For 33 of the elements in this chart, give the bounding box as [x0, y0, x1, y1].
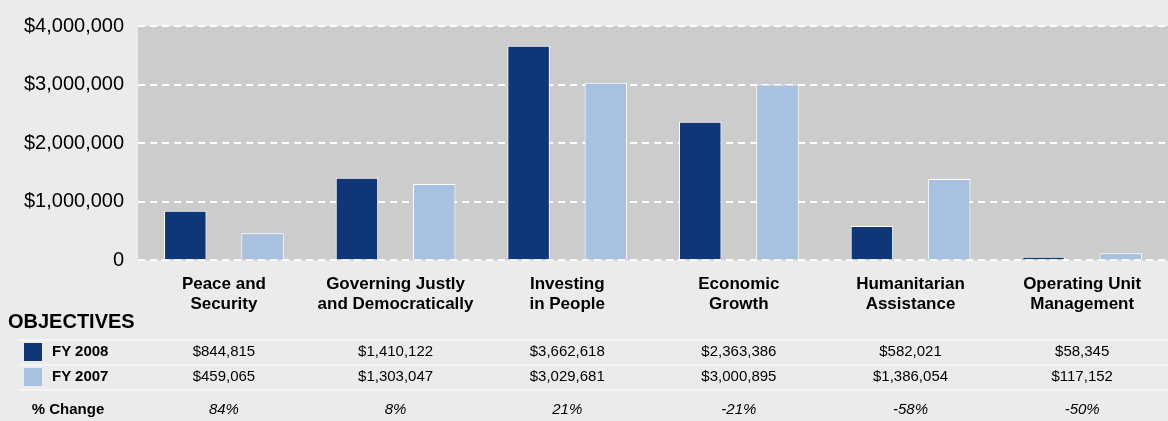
y-tick-label: $2,000,000: [23, 130, 125, 153]
text: 84%: [208, 400, 239, 418]
text: % Change: [31, 400, 105, 418]
y-tick-label: $4,000,000: [23, 13, 125, 36]
data-label: $3,029,681: [529, 367, 605, 385]
y-tick-label: $1,000,000: [23, 189, 125, 212]
data-label: $844,815: [192, 342, 256, 360]
text: 8%: [384, 400, 407, 418]
y-tick-label: $3,000,000: [23, 72, 125, 95]
legend-label: FY 2008: [52, 342, 109, 360]
text: -58%: [893, 400, 929, 418]
data-label: $459,065: [192, 367, 256, 385]
x-tick-label: Governing Justly and Democratically: [317, 274, 475, 314]
y-tick-label: 0: [112, 247, 125, 270]
data-label: $2,363,386: [701, 342, 777, 360]
data-label: $582,021: [879, 342, 942, 360]
x-tick-label: Operating Unit Management: [1023, 274, 1142, 314]
x-tick-label: Humanitarian Assistance: [856, 274, 965, 314]
x-tick-label: Economic Growth: [698, 274, 780, 314]
text: -50%: [1064, 400, 1100, 418]
x-tick-label: Peace and Security: [181, 274, 266, 314]
text: -21%: [721, 400, 757, 418]
data-label: $58,345: [1055, 342, 1110, 360]
data-label: $3,000,895: [701, 367, 777, 385]
data-label: $1,386,054: [872, 367, 949, 385]
legend-label: FY 2007: [52, 367, 109, 385]
data-label: $3,662,618: [529, 342, 605, 360]
text: 21%: [551, 400, 583, 418]
data-label: $117,152: [1051, 367, 1113, 385]
x-tick-label: Investing in People: [529, 274, 606, 314]
data-label: $1,303,047: [358, 367, 434, 385]
x-axis-title: OBJECTIVES: [8, 309, 135, 332]
data-label: $1,410,122: [358, 342, 434, 360]
